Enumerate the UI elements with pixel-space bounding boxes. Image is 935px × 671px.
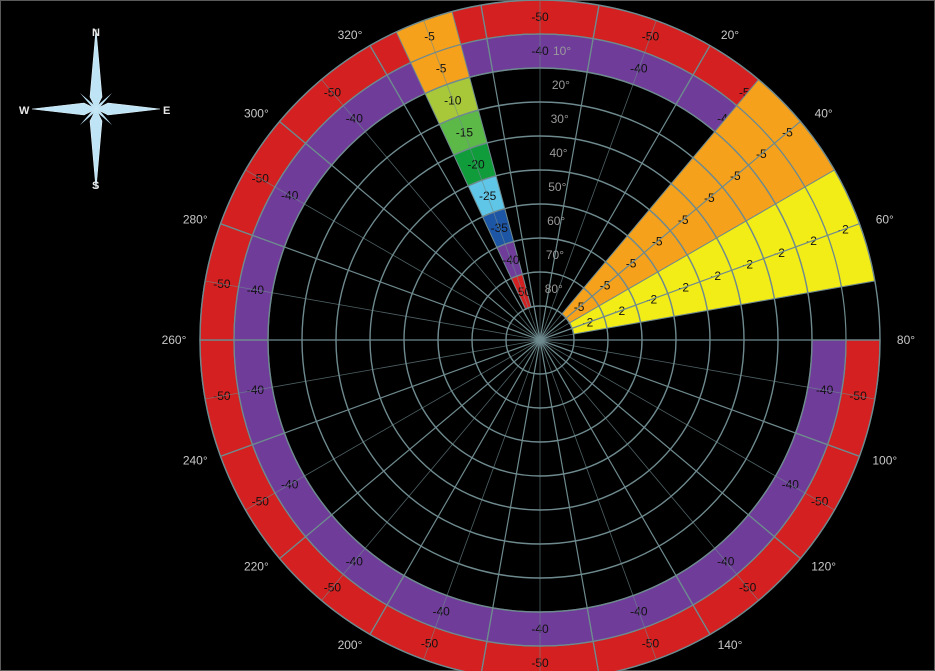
angle-label: 320° — [338, 28, 363, 42]
angle-label: 140° — [718, 638, 743, 652]
compass-south-point — [89, 108, 103, 190]
angle-label: 260° — [162, 333, 187, 347]
compass-east-point — [95, 102, 161, 116]
grid-spoke — [369, 45, 541, 341]
grid-spoke-minor — [245, 339, 541, 511]
compass-sw-point — [80, 109, 96, 125]
angle-label: 220° — [244, 559, 269, 573]
grid-spoke-minor — [423, 339, 541, 660]
grid-spoke-minor — [539, 339, 759, 601]
compass-se-point — [96, 109, 112, 125]
angle-label: 60° — [876, 213, 894, 227]
angle-label: 40° — [815, 107, 833, 121]
grid-spoke — [220, 339, 541, 457]
angle-label: 200° — [338, 638, 363, 652]
grid-spoke — [539, 339, 801, 560]
ring-label: 80° — [545, 282, 563, 296]
compass-nw-point — [80, 93, 96, 109]
grid-spoke-minor — [423, 20, 541, 341]
angle-label: 240° — [183, 453, 208, 467]
ring-label: 10° — [553, 44, 571, 58]
angle-label: 20° — [721, 28, 739, 42]
compass-ne-point — [96, 93, 112, 109]
grid-spoke-minor — [539, 20, 657, 341]
compass-west-point — [31, 102, 97, 116]
ring-label: 40° — [549, 146, 567, 160]
angle-label: 80° — [897, 333, 915, 347]
angle-label: 120° — [811, 559, 836, 573]
compass-w-label: W — [19, 105, 30, 117]
grid-spoke-minor — [539, 339, 875, 400]
compass-n-label: N — [92, 27, 100, 39]
ring-label: 70° — [546, 248, 564, 262]
compass-e-label: E — [163, 105, 170, 117]
grid-spoke-minor — [539, 339, 657, 660]
grid-spoke — [481, 339, 541, 671]
grid-spoke — [539, 223, 860, 341]
ring-label: 60° — [547, 214, 565, 228]
angle-label: 100° — [872, 453, 897, 467]
compass-north-point — [89, 28, 103, 110]
grid-spoke-minor — [539, 339, 835, 511]
compass-s-label: S — [92, 180, 99, 190]
grid-spoke-minor — [205, 339, 541, 400]
grid-spoke-minor — [539, 169, 835, 341]
center-hub — [537, 337, 543, 343]
compass-rose-icon: N E S W — [19, 27, 170, 190]
grid-spoke-minor — [539, 280, 875, 341]
ring-label: 20° — [552, 78, 570, 92]
grid-spoke-minor — [205, 280, 541, 341]
grid-spoke — [539, 339, 599, 671]
ring-label: 30° — [551, 112, 569, 126]
grid-spoke — [539, 339, 711, 635]
grid-spoke — [480, 5, 541, 341]
grid-spoke-minor — [321, 79, 541, 341]
grid-spoke — [220, 223, 541, 341]
grid-spoke — [539, 339, 860, 457]
grid-spoke — [279, 339, 541, 560]
grid-spoke — [539, 5, 600, 341]
grid-spoke — [539, 45, 711, 341]
angle-label: 300° — [244, 107, 269, 121]
ring-label: 50° — [548, 180, 566, 194]
grid-spoke-minor — [321, 339, 541, 601]
grid-spoke — [279, 120, 541, 341]
grid-spoke — [369, 339, 541, 635]
grid-spoke-minor — [245, 169, 541, 341]
grid-spoke-minor — [539, 79, 759, 341]
angle-label: 280° — [183, 213, 208, 227]
grid-spoke — [539, 120, 801, 341]
